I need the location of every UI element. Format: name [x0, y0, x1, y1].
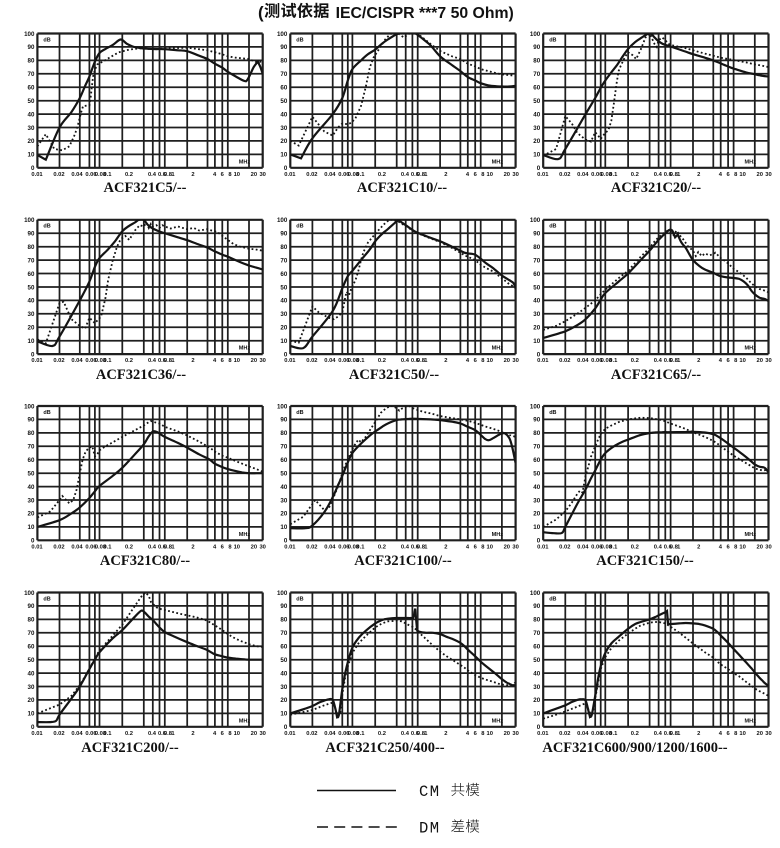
svg-text:ACF321C65/--: ACF321C65/--: [611, 367, 701, 383]
svg-text:ACF321C36/--: ACF321C36/--: [96, 367, 186, 383]
svg-text:ACF321C100/--: ACF321C100/--: [354, 553, 452, 569]
svg-text:ACF321C50/--: ACF321C50/--: [349, 367, 439, 383]
svg-text:(: (: [258, 3, 264, 22]
svg-text:CM: CM: [419, 783, 441, 801]
svg-text:ACF321C600/900/1200/1600--: ACF321C600/900/1200/1600--: [542, 740, 727, 756]
svg-text:ACF321C150/--: ACF321C150/--: [596, 553, 694, 569]
svg-text:ACF321C20/--: ACF321C20/--: [611, 180, 701, 196]
svg-text:ACF321C200/--: ACF321C200/--: [81, 740, 179, 756]
svg-text:ACF321C10/--: ACF321C10/--: [357, 180, 447, 196]
svg-text:ACF321C5/--: ACF321C5/--: [104, 180, 187, 196]
svg-text:IEC/CISPR ***7 50 Ohm): IEC/CISPR ***7 50 Ohm): [336, 5, 514, 22]
svg-text:DM: DM: [419, 820, 441, 838]
svg-text:ACF321C250/400--: ACF321C250/400--: [325, 740, 444, 756]
svg-text:ACF321C80/--: ACF321C80/--: [100, 553, 190, 569]
